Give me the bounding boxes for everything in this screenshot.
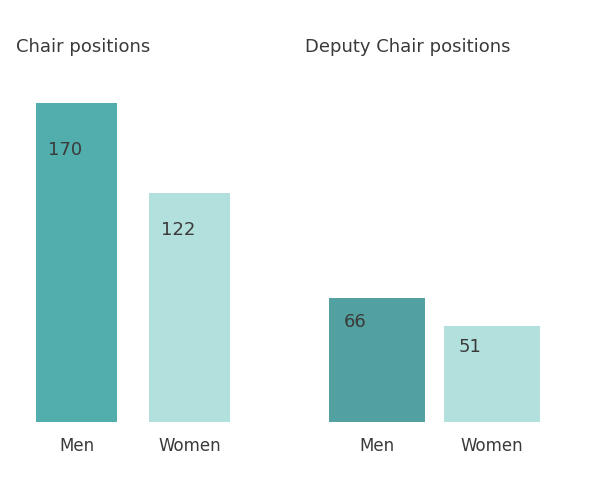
Text: Women: Women <box>158 437 221 455</box>
Bar <box>149 193 230 422</box>
Bar <box>36 103 117 422</box>
Text: 66: 66 <box>343 313 366 331</box>
Text: 122: 122 <box>161 220 196 239</box>
Text: 51: 51 <box>458 338 481 356</box>
Text: Deputy Chair positions: Deputy Chair positions <box>305 38 511 56</box>
Text: Women: Women <box>461 437 523 455</box>
Text: Men: Men <box>359 437 394 455</box>
Text: 170: 170 <box>48 141 82 159</box>
Text: Men: Men <box>59 437 94 455</box>
Bar <box>329 298 425 422</box>
Text: Chair positions: Chair positions <box>16 38 150 56</box>
Bar <box>444 326 540 422</box>
